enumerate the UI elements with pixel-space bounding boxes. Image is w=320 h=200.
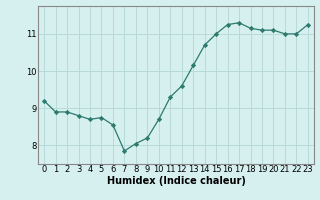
X-axis label: Humidex (Indice chaleur): Humidex (Indice chaleur) [107,176,245,186]
